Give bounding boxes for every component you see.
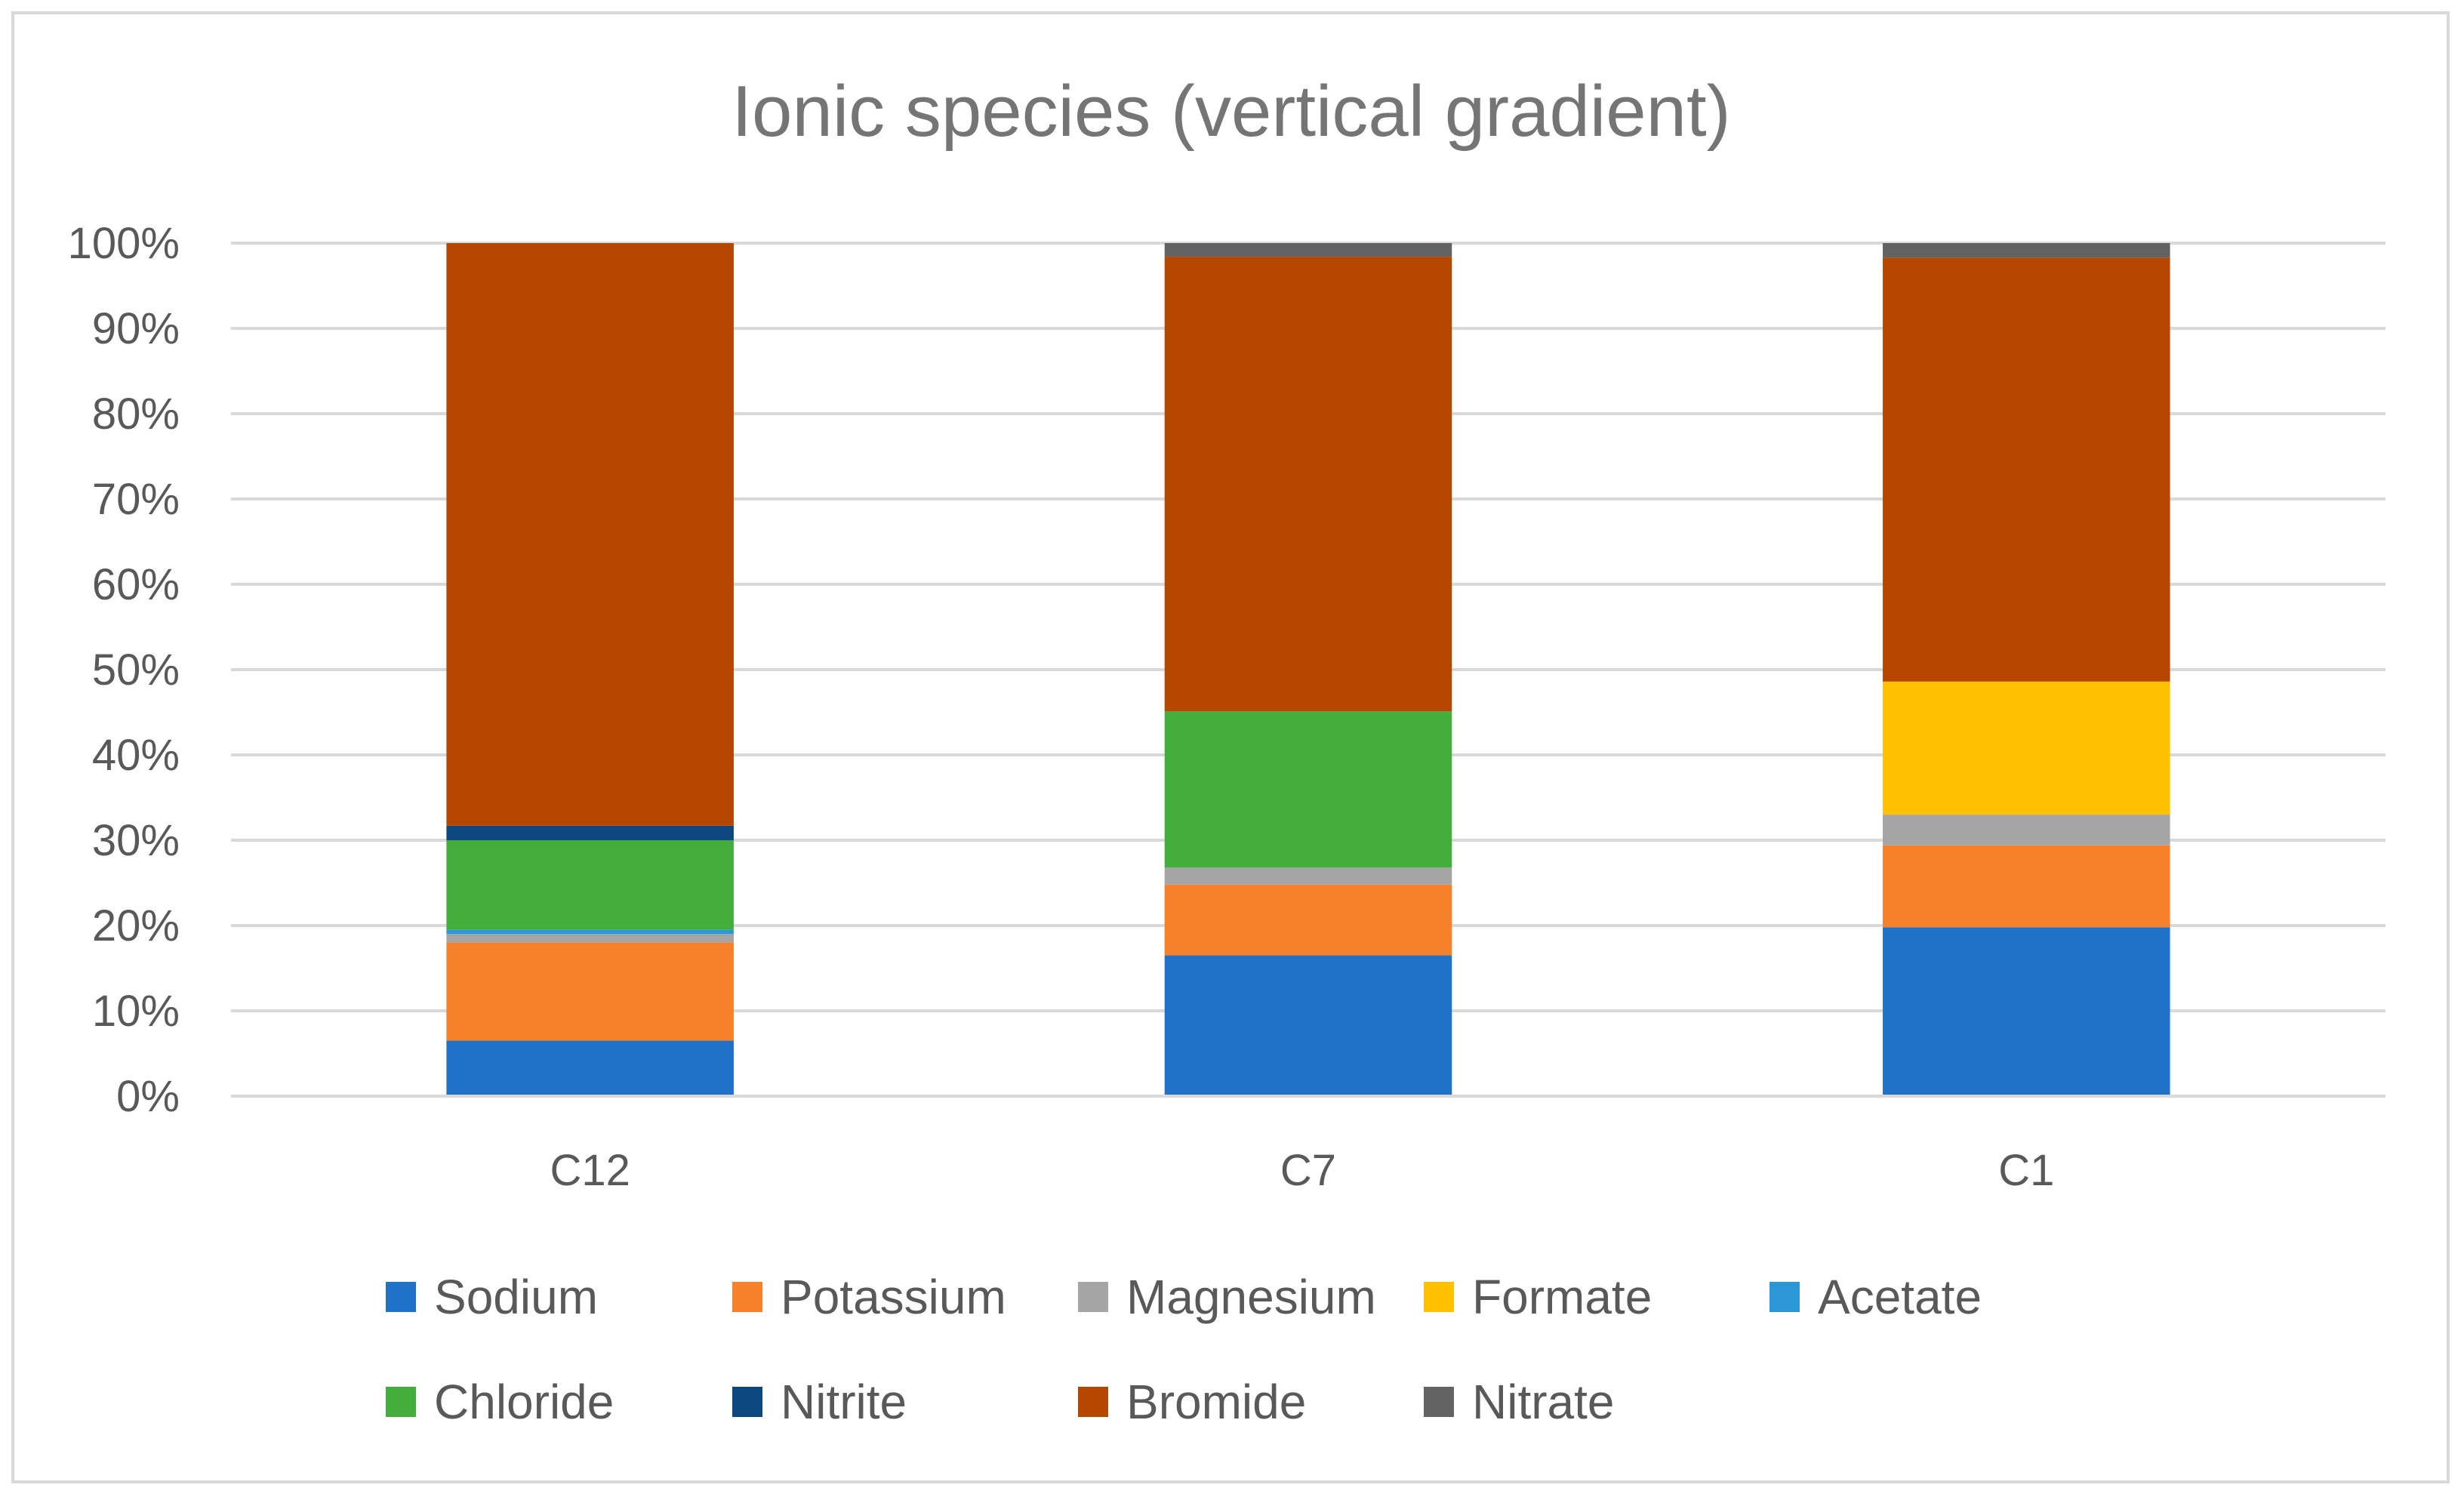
legend-swatch <box>1078 1282 1108 1312</box>
bar-segment-chloride-c12 <box>446 840 734 930</box>
y-tick-label: 10% <box>92 987 180 1036</box>
legend-label: Magnesium <box>1126 1270 1376 1324</box>
legend-label: Sodium <box>434 1270 598 1324</box>
legend-swatch <box>1424 1282 1454 1312</box>
y-tick-label: 100% <box>68 219 180 268</box>
legend-item-bromide: Bromide <box>1078 1375 1306 1429</box>
bar-segment-sodium-c1 <box>1883 927 2170 1096</box>
x-tick-label: C1 <box>1998 1146 2054 1195</box>
legend-swatch <box>1424 1387 1454 1417</box>
legend-swatch <box>1769 1282 1800 1312</box>
bar-segment-sodium-c7 <box>1164 955 1452 1096</box>
y-tick-label: 40% <box>92 731 180 780</box>
bar-segment-potassium-c7 <box>1164 884 1452 956</box>
y-tick-label: 90% <box>92 304 180 353</box>
legend-item-sodium: Sodium <box>386 1270 598 1324</box>
bar-segment-acetate-c12 <box>446 929 734 935</box>
bar-segment-magnesium-c12 <box>446 934 734 943</box>
bar-stack-c1 <box>1883 243 2170 1096</box>
bar-segment-formate-c1 <box>1883 681 2170 815</box>
bar-segment-magnesium-c1 <box>1883 815 2170 846</box>
legend-label: Nitrate <box>1472 1375 1615 1429</box>
legend-item-formate: Formate <box>1424 1270 1652 1324</box>
y-tick-label: 70% <box>92 475 180 524</box>
y-tick-label: 30% <box>92 816 180 865</box>
legend-item-nitrite: Nitrite <box>732 1375 907 1429</box>
legend-swatch <box>732 1387 762 1417</box>
legend-item-acetate: Acetate <box>1769 1270 1982 1324</box>
y-tick-label: 60% <box>92 560 180 609</box>
bar-segment-potassium-c1 <box>1883 845 2170 928</box>
legend-swatch <box>386 1387 416 1417</box>
legend-label: Chloride <box>434 1375 614 1429</box>
bar-segment-nitrate-c1 <box>1883 243 2170 258</box>
legend-swatch <box>1078 1387 1108 1417</box>
legend-item-magnesium: Magnesium <box>1078 1270 1376 1324</box>
y-tick-label: 50% <box>92 645 180 695</box>
bar-segment-nitrite-c12 <box>446 825 734 840</box>
legend-item-potassium: Potassium <box>732 1270 1006 1324</box>
legend-item-nitrate: Nitrate <box>1424 1375 1615 1429</box>
bar-stack-c12 <box>446 243 734 1096</box>
x-tick-label: C7 <box>1280 1146 1336 1195</box>
y-tick-label: 20% <box>92 901 180 950</box>
x-axis-ticks: C12 C7 C1 <box>550 1146 2054 1195</box>
legend-swatch <box>732 1282 762 1312</box>
bar-segment-magnesium-c7 <box>1164 867 1452 885</box>
bars <box>446 243 2170 1096</box>
bar-segment-bromide-c7 <box>1164 257 1452 712</box>
x-tick-label: C12 <box>550 1146 630 1195</box>
y-tick-label: 80% <box>92 390 180 439</box>
bar-segment-bromide-c12 <box>446 243 734 826</box>
legend-label: Formate <box>1472 1270 1652 1324</box>
chart-title: Ionic species (vertical gradient) <box>732 71 1730 152</box>
y-axis-ticks: 0% 10% 20% 30% 40% 50% 60% 70% 80% 90% 100% <box>68 219 180 1121</box>
bar-segment-potassium-c12 <box>446 942 734 1041</box>
legend-item-chloride: Chloride <box>386 1375 614 1429</box>
legend: Sodium Potassium Magnesium Formate Acetate Ch… <box>386 1270 1982 1429</box>
legend-label: Potassium <box>781 1270 1006 1324</box>
bar-segment-bromide-c1 <box>1883 257 2170 682</box>
legend-label: Acetate <box>1818 1270 1982 1324</box>
legend-swatch <box>386 1282 416 1312</box>
legend-label: Bromide <box>1126 1375 1306 1429</box>
bar-stack-c7 <box>1164 243 1452 1096</box>
bar-segment-sodium-c12 <box>446 1040 734 1096</box>
y-tick-label: 0% <box>116 1072 180 1121</box>
legend-label: Nitrite <box>781 1375 907 1429</box>
bar-segment-nitrate-c7 <box>1164 243 1452 257</box>
bar-segment-chloride-c7 <box>1164 711 1452 868</box>
